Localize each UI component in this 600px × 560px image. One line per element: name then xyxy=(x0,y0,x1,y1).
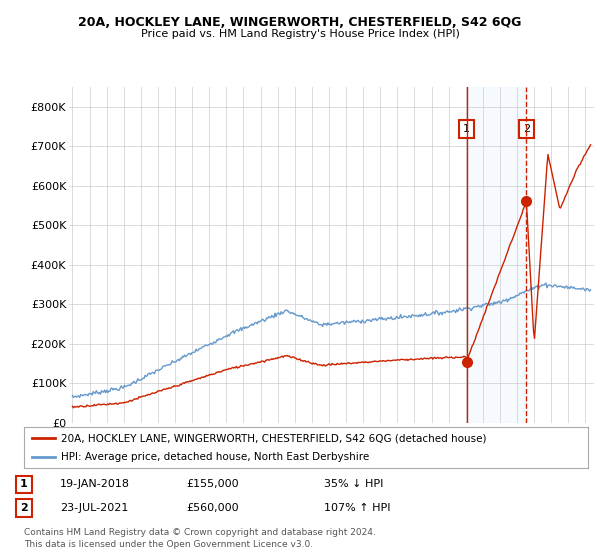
Text: 20A, HOCKLEY LANE, WINGERWORTH, CHESTERFIELD, S42 6QG (detached house): 20A, HOCKLEY LANE, WINGERWORTH, CHESTERF… xyxy=(61,433,486,443)
Text: 19-JAN-2018: 19-JAN-2018 xyxy=(60,479,130,489)
Text: £560,000: £560,000 xyxy=(186,503,239,513)
Bar xyxy=(467,87,526,423)
Text: 2: 2 xyxy=(523,124,530,134)
Text: Contains HM Land Registry data © Crown copyright and database right 2024.
This d: Contains HM Land Registry data © Crown c… xyxy=(24,528,376,549)
Text: 1: 1 xyxy=(463,124,470,134)
Text: 23-JUL-2021: 23-JUL-2021 xyxy=(60,503,128,513)
Text: 35% ↓ HPI: 35% ↓ HPI xyxy=(324,479,383,489)
Text: Price paid vs. HM Land Registry's House Price Index (HPI): Price paid vs. HM Land Registry's House … xyxy=(140,29,460,39)
Text: 2: 2 xyxy=(20,503,28,513)
Text: 20A, HOCKLEY LANE, WINGERWORTH, CHESTERFIELD, S42 6QG: 20A, HOCKLEY LANE, WINGERWORTH, CHESTERF… xyxy=(79,16,521,29)
Text: 1: 1 xyxy=(20,479,28,489)
Text: 107% ↑ HPI: 107% ↑ HPI xyxy=(324,503,391,513)
Text: £155,000: £155,000 xyxy=(186,479,239,489)
Text: HPI: Average price, detached house, North East Derbyshire: HPI: Average price, detached house, Nort… xyxy=(61,452,369,461)
